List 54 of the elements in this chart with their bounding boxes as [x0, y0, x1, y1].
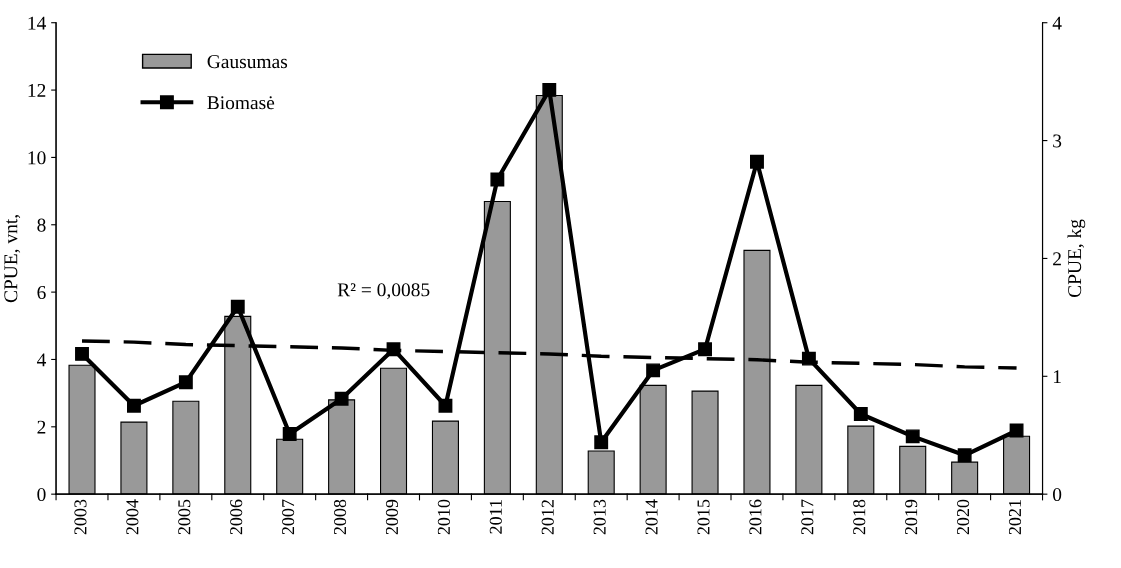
x-tick-label: 2011 — [489, 500, 502, 534]
x-tick-label: 2017 — [801, 499, 814, 535]
x-tick-label: 2012 — [541, 500, 554, 535]
x-tick-label: 2013 — [593, 499, 606, 535]
x-tick-label: 2015 — [697, 499, 710, 535]
annotation: R² = 0,0085 — [337, 283, 430, 300]
point — [594, 435, 609, 450]
point — [905, 429, 920, 444]
x-tick-label: 2008 — [333, 499, 347, 535]
x-tick-label: 2003 — [74, 499, 87, 535]
legend-label: Biomasė — [207, 96, 275, 110]
point — [334, 391, 349, 406]
y2-tick-label: 3 — [1053, 134, 1062, 148]
point — [1009, 423, 1024, 438]
point — [853, 407, 868, 421]
y-tick-label: 10 — [28, 151, 46, 165]
x-tick-label: 2021 — [1008, 500, 1022, 535]
point — [178, 375, 193, 390]
point — [126, 398, 141, 413]
x-tick-label: 2019 — [905, 499, 918, 535]
x-tick-label: 2006 — [230, 499, 243, 535]
x-tick-label: 2004 — [126, 499, 139, 535]
point — [230, 299, 245, 314]
y-tick-label: 8 — [37, 218, 46, 232]
point — [542, 82, 557, 97]
point — [750, 154, 764, 169]
x-tick-label: 2010 — [437, 499, 450, 535]
x-tick-label: 2016 — [749, 499, 762, 535]
x-tick-label: 2018 — [853, 499, 866, 535]
point — [490, 172, 505, 187]
x-tick-label: 2020 — [956, 499, 970, 535]
x-tick-label: 2009 — [385, 499, 399, 535]
x-tick-label: 2007 — [282, 499, 295, 535]
x-tick-label: 2005 — [178, 499, 191, 535]
y-tick-label: 6 — [37, 285, 46, 300]
legend-label: Gausumas — [207, 55, 288, 69]
point — [438, 398, 453, 413]
point — [957, 448, 972, 463]
y-tick-label: 0 — [37, 487, 46, 502]
point — [75, 346, 89, 361]
y2-axis-title: CPUE, kg — [1067, 219, 1086, 298]
y2-tick-label: 0 — [1052, 487, 1062, 502]
y2-tick-label: 2 — [1053, 252, 1061, 266]
point — [282, 427, 297, 441]
y-tick-label: 4 — [36, 353, 47, 367]
y2-tick-label: 4 — [1052, 16, 1062, 30]
y-axis-title: CPUE, vnt, — [4, 215, 21, 303]
y-tick-label: 12 — [28, 83, 46, 97]
point — [646, 363, 661, 378]
point — [698, 342, 712, 357]
y-tick-label: 14 — [28, 16, 47, 30]
y2-tick-label: 1 — [1053, 370, 1061, 384]
x-tick-label: 2014 — [645, 499, 658, 535]
y-tick-label: 2 — [37, 420, 46, 434]
